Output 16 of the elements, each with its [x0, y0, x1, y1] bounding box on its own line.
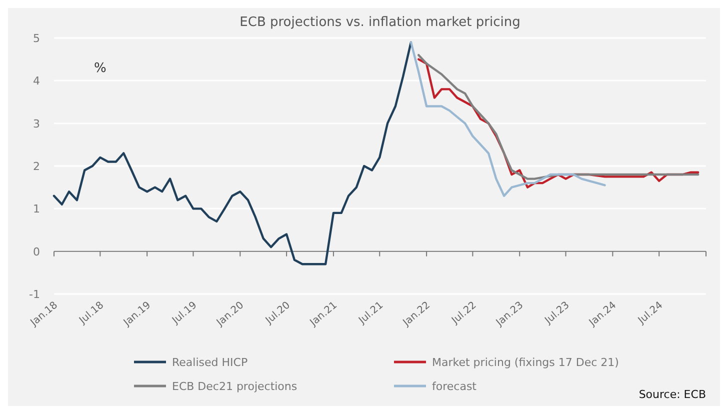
legend-label: Market pricing (fixings 17 Dec 21) — [432, 356, 619, 369]
y-tick-label: 5 — [33, 32, 40, 45]
y-tick-label: -1 — [29, 288, 40, 301]
y-tick-label: 0 — [33, 245, 40, 258]
source-note: Source: ECB — [638, 388, 706, 401]
annotation: % — [94, 61, 106, 76]
line-series — [52, 41, 412, 266]
line-series — [410, 41, 606, 197]
chart-title: ECB projections vs. inflation market pricing — [240, 15, 520, 30]
y-tick-label: 4 — [33, 74, 40, 88]
y-tick-label: 3 — [33, 117, 40, 130]
y-tick-label: 2 — [33, 160, 40, 173]
legend-label: ECB Dec21 projections — [172, 380, 298, 393]
legend-label: forecast — [432, 380, 478, 393]
y-tick-label: 1 — [33, 202, 40, 216]
legend-label: Realised HICP — [172, 356, 248, 369]
